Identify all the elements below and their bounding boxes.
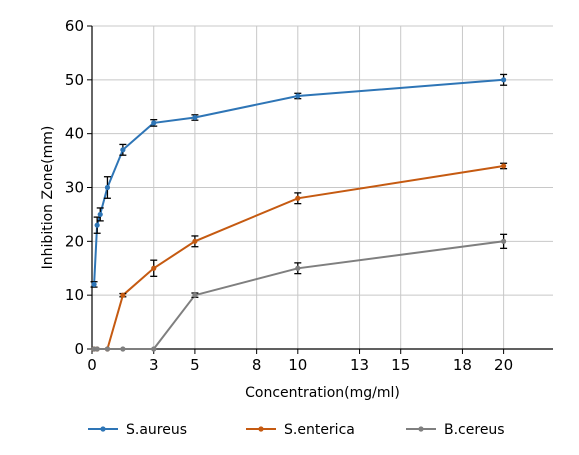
legend-label: S.enterica	[284, 422, 355, 438]
legend: S.aureus S.enterica B.cereus	[88, 422, 505, 438]
data-point	[295, 93, 301, 99]
y-tick-label: 40	[65, 125, 84, 143]
legend-item-S.aureus: S.aureus	[88, 422, 187, 438]
x-tick-label: 15	[391, 356, 410, 374]
y-axis-title: Inhibition Zone(mm)	[40, 126, 56, 270]
data-point	[94, 222, 100, 228]
data-point	[501, 163, 507, 169]
data-point	[501, 77, 507, 83]
x-tick-label: 13	[350, 356, 369, 374]
data-point	[91, 281, 97, 287]
data-point	[151, 265, 157, 271]
data-point	[104, 346, 111, 352]
series-B.cereus	[91, 233, 508, 352]
y-tick-label: 60	[65, 17, 84, 35]
legend-label: S.aureus	[126, 422, 187, 438]
legend-label: B.cereus	[444, 422, 505, 438]
data-point	[120, 147, 126, 153]
data-point	[295, 195, 301, 201]
data-point	[151, 120, 157, 126]
tick-labels: 0 10 20 30 40 50 60 0 3 5 8 10 13 15 18 20	[65, 17, 513, 374]
data-point	[120, 346, 126, 352]
x-tick-label: 3	[149, 356, 159, 374]
series-S.aureus	[90, 73, 508, 288]
series-lines	[90, 73, 508, 352]
grid	[92, 25, 553, 349]
legend-item-B.cereus: B.cereus	[406, 422, 505, 438]
legend-swatch-marker	[100, 426, 106, 432]
legend-item-S.enterica: S.enterica	[246, 422, 355, 438]
x-axis-title: Concentration(mg/ml)	[245, 385, 400, 401]
data-point	[192, 238, 198, 244]
data-point	[97, 211, 103, 218]
series-line	[93, 78, 504, 285]
x-tick-label: 10	[288, 356, 307, 374]
x-tick-label: 8	[252, 356, 262, 374]
axes	[87, 25, 553, 354]
y-tick-label: 30	[65, 179, 84, 197]
data-point	[104, 184, 111, 191]
y-tick-label: 0	[74, 340, 84, 358]
data-point	[501, 238, 507, 244]
x-tick-label: 18	[453, 356, 472, 374]
y-tick-label: 10	[65, 286, 84, 304]
data-point	[94, 346, 100, 352]
data-point	[120, 292, 126, 298]
x-tick-label: 5	[190, 356, 200, 374]
data-point	[192, 114, 198, 121]
data-point	[192, 292, 198, 298]
legend-swatch-marker	[418, 426, 424, 432]
data-point	[295, 265, 301, 271]
x-tick-label: 20	[494, 356, 513, 374]
x-tick-label: 0	[87, 356, 97, 374]
legend-swatch-marker	[258, 426, 264, 432]
y-tick-label: 50	[65, 71, 84, 89]
y-tick-label: 20	[65, 232, 84, 250]
data-point	[151, 346, 157, 352]
